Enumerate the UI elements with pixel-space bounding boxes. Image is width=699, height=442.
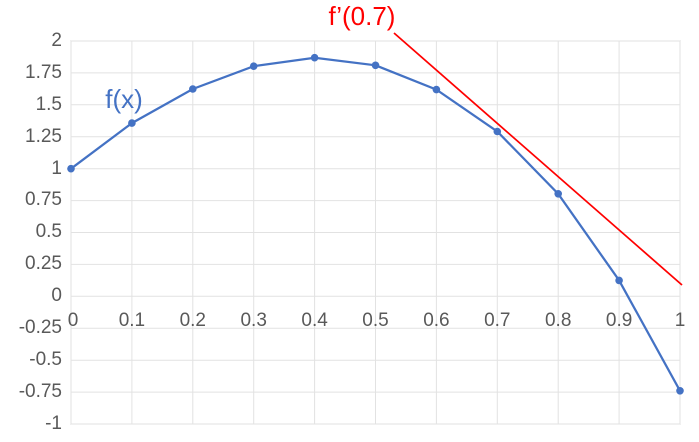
- svg-text:1.75: 1.75: [25, 62, 62, 83]
- svg-text:0.1: 0.1: [119, 310, 145, 331]
- svg-text:1: 1: [675, 310, 686, 331]
- svg-text:0.75: 0.75: [25, 189, 62, 210]
- svg-text:0: 0: [51, 285, 62, 306]
- svg-text:0.8: 0.8: [545, 310, 571, 331]
- svg-text:-0.5: -0.5: [29, 349, 62, 370]
- svg-text:f(x): f(x): [105, 84, 143, 114]
- svg-text:0.7: 0.7: [484, 310, 510, 331]
- svg-text:0.4: 0.4: [301, 310, 328, 331]
- svg-text:1: 1: [51, 158, 62, 179]
- svg-text:0.25: 0.25: [25, 253, 62, 274]
- svg-text:0.9: 0.9: [606, 310, 632, 331]
- svg-text:1.25: 1.25: [25, 126, 62, 147]
- svg-text:2: 2: [51, 30, 62, 51]
- svg-text:1.5: 1.5: [36, 94, 62, 115]
- svg-text:0.6: 0.6: [423, 310, 449, 331]
- svg-text:0.2: 0.2: [180, 310, 206, 331]
- svg-text:0.5: 0.5: [362, 310, 388, 331]
- svg-text:0: 0: [68, 310, 79, 331]
- svg-text:0.5: 0.5: [36, 221, 62, 242]
- svg-text:-0.25: -0.25: [19, 317, 62, 338]
- svg-text:0.3: 0.3: [240, 310, 266, 331]
- svg-text:-1: -1: [45, 413, 62, 434]
- svg-text:-0.75: -0.75: [19, 381, 62, 402]
- svg-text:f’(0.7): f’(0.7): [329, 1, 396, 31]
